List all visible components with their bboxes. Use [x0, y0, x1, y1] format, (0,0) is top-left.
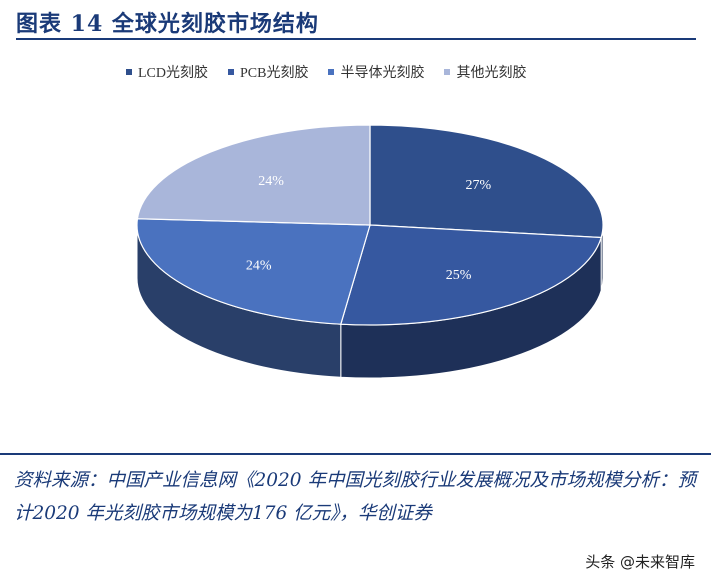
source-note: 资料来源：中国产业信息网《2020 年中国光刻胶行业发展概况及市场规模分析：预计… — [14, 470, 696, 524]
pie-chart: 27% 25% 24% 24% — [136, 124, 604, 379]
figure-title: 图表 14 全球光刻胶市场结构 — [16, 11, 319, 37]
source-rule — [0, 453, 711, 455]
figure-header: 图表 14 全球光刻胶市场结构 — [0, 0, 711, 40]
legend-swatch — [228, 69, 234, 75]
legend-label: 半导体光刻胶 — [340, 66, 425, 81]
legend-swatch — [126, 69, 132, 75]
pie-slice — [136, 218, 371, 325]
slice-label: 25% — [446, 268, 472, 283]
legend-swatch — [328, 69, 335, 75]
legend-item: 半导体光刻胶 — [328, 62, 424, 82]
pie-slice — [136, 124, 371, 226]
slice-label: 24% — [246, 259, 272, 274]
pie-slice — [340, 224, 602, 326]
chart-legend: LCD光刻胶 PCB光刻胶 半导体光刻胶 其他光刻胶 — [126, 62, 546, 82]
legend-item: PCB光刻胶 — [228, 62, 308, 82]
legend-item: LCD光刻胶 — [126, 62, 208, 82]
pie-slice — [369, 124, 604, 239]
title-rule — [16, 38, 696, 40]
slice-label: 27% — [466, 178, 492, 193]
slice-label: 24% — [258, 174, 284, 189]
legend-label: PCB光刻胶 — [240, 66, 309, 81]
legend-label: LCD光刻胶 — [138, 66, 208, 81]
legend-label: 其他光刻胶 — [456, 66, 527, 81]
legend-swatch — [444, 69, 451, 75]
legend-item: 其他光刻胶 — [444, 62, 526, 82]
watermark: 头条 @未来智库 — [585, 553, 695, 571]
